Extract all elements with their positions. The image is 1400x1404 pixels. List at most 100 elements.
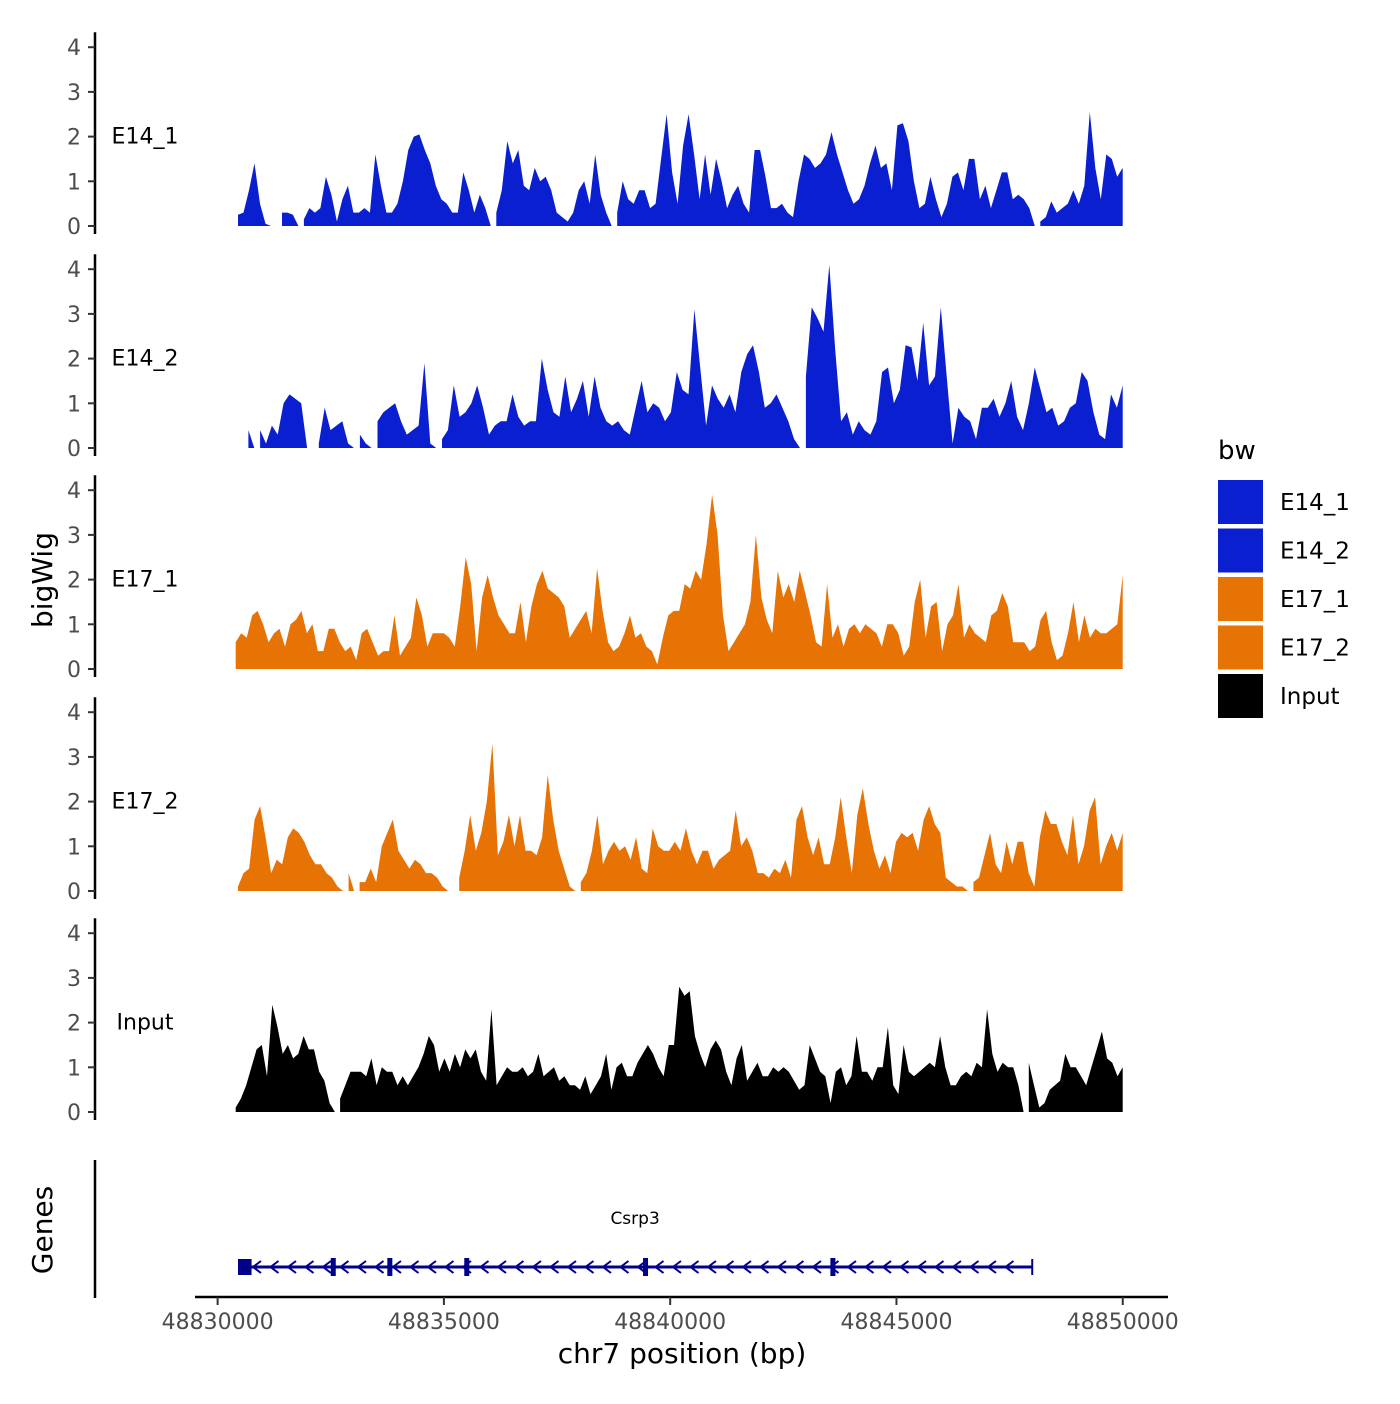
legend-swatch-input (1218, 674, 1263, 718)
y-tick-label: 1 (67, 613, 81, 638)
strand-arrow (601, 1260, 612, 1274)
strand-arrow (688, 1260, 700, 1274)
coverage-area-e14-1 (238, 112, 1123, 226)
legend-label: E17_2 (1280, 636, 1350, 662)
strand-arrow (618, 1260, 630, 1274)
track-name-label: E17_2 (112, 790, 179, 815)
y-tick-label: 2 (67, 791, 81, 816)
gene-name-label: Csrp3 (610, 1209, 659, 1229)
legend-label: E14_1 (1280, 490, 1350, 516)
strand-arrow (776, 1260, 787, 1274)
x-axis: 48830000 48835000 48840000 48845000 48850000 (162, 1295, 1179, 1335)
strand-arrow (408, 1260, 420, 1274)
track-e17-2: 0 1 2 3 4 E17_2 (67, 697, 1123, 905)
y-tick-label: 3 (67, 303, 81, 328)
strand-arrow (741, 1260, 752, 1274)
y-tick-label: 0 (67, 437, 81, 462)
y-tick-label: 1 (67, 392, 81, 417)
legend-label: E14_2 (1280, 539, 1350, 565)
track-e17-1: 0 1 2 3 4 E17_1 (67, 475, 1123, 683)
strand-arrow (863, 1260, 875, 1274)
strand-arrow (443, 1260, 455, 1274)
x-axis-label: chr7 position (bp) (558, 1337, 807, 1370)
strand-arrow (303, 1260, 315, 1274)
strand-arrow (933, 1260, 945, 1274)
y-tick-label: 3 (67, 967, 81, 992)
y-tick-label: 1 (67, 835, 81, 860)
strand-arrow (951, 1260, 962, 1274)
strand-arrow (356, 1260, 367, 1274)
legend-swatch-e17-1 (1218, 577, 1263, 621)
strand-arrow (968, 1260, 980, 1274)
strand-arrow (513, 1260, 525, 1274)
y-tick-label: 4 (67, 701, 81, 726)
strand-arrow (391, 1260, 402, 1274)
coverage-area-input (235, 986, 1123, 1112)
y-tick-label: 0 (67, 215, 81, 240)
coverage-area-e17-2 (238, 743, 1123, 891)
track-e14-1: 0 1 2 3 4 E14_1 (67, 32, 1123, 240)
y-tick-label: 3 (67, 746, 81, 771)
track-input: 0 1 2 3 4 Input (67, 918, 1123, 1126)
legend-title: bw (1218, 436, 1256, 466)
y-tick-label: 2 (67, 1012, 81, 1037)
strand-arrow (286, 1260, 297, 1274)
gene-exon (387, 1258, 393, 1276)
y-tick-label: 3 (67, 524, 81, 549)
track-name-label: E14_2 (112, 347, 179, 372)
x-tick-label: 48845000 (840, 1310, 952, 1335)
y-tick-label: 1 (67, 1056, 81, 1081)
legend: bw E14_1 E14_2 E17_1 E17_2 Input (1218, 436, 1350, 718)
strand-arrow (566, 1260, 577, 1274)
strand-arrow (986, 1260, 997, 1274)
track-e14-2: 0 1 2 3 4 E14_2 (67, 254, 1123, 462)
legend-swatch-e17-2 (1218, 625, 1263, 670)
strand-arrow (846, 1260, 857, 1274)
strand-arrow (758, 1260, 770, 1274)
strand-arrow (321, 1260, 332, 1274)
x-tick-label: 48850000 (1067, 1310, 1179, 1335)
strand-arrow (426, 1260, 437, 1274)
y-tick-label: 4 (67, 36, 81, 61)
strand-arrow (793, 1260, 805, 1274)
coverage-area-e14-2 (248, 264, 1123, 448)
y-tick-label: 2 (67, 348, 81, 373)
tracks-group: 0 1 2 3 4 E14_1 0 1 2 3 4 E14_2 0 1 2 3 4 E17_1 0 1 2 3 4 E17_2… (67, 32, 1123, 1126)
legend-swatch-e14-1 (1218, 480, 1263, 524)
track-name-label: E17_1 (112, 568, 179, 593)
strand-arrow (1003, 1260, 1015, 1274)
y-tick-label: 0 (67, 658, 81, 683)
y-tick-label: 2 (67, 569, 81, 594)
strand-arrow (723, 1260, 735, 1274)
x-tick-label: 48835000 (388, 1310, 500, 1335)
strand-arrow (881, 1260, 892, 1274)
gene-exon (330, 1258, 336, 1276)
x-tick-label: 48830000 (162, 1310, 274, 1335)
strand-arrow (251, 1260, 262, 1274)
y-tick-label: 4 (67, 922, 81, 947)
gene-track: Csrp3 (93, 1160, 1034, 1298)
y-tick-label: 3 (67, 81, 81, 106)
strand-arrow (338, 1260, 350, 1274)
x-tick-label: 48840000 (614, 1310, 726, 1335)
strand-arrow (898, 1260, 910, 1274)
gene-exon (643, 1258, 649, 1276)
strand-arrow (531, 1260, 542, 1274)
y-axis-label: bigWig (26, 532, 59, 628)
coverage-area-e17-1 (235, 494, 1123, 669)
y-tick-label: 4 (67, 479, 81, 504)
y-tick-label: 0 (67, 1101, 81, 1126)
legend-swatch-e14-2 (1218, 528, 1263, 573)
gene-exon (237, 1259, 252, 1275)
y-tick-label: 2 (67, 126, 81, 151)
y-tick-label: 4 (67, 258, 81, 283)
strand-arrow (916, 1260, 927, 1274)
strand-arrow (496, 1260, 507, 1274)
legend-label: Input (1280, 684, 1340, 710)
strand-arrow (478, 1260, 490, 1274)
y-tick-label: 1 (67, 170, 81, 195)
genes-axis-label: Genes (26, 1186, 59, 1274)
strand-arrow (811, 1260, 822, 1274)
